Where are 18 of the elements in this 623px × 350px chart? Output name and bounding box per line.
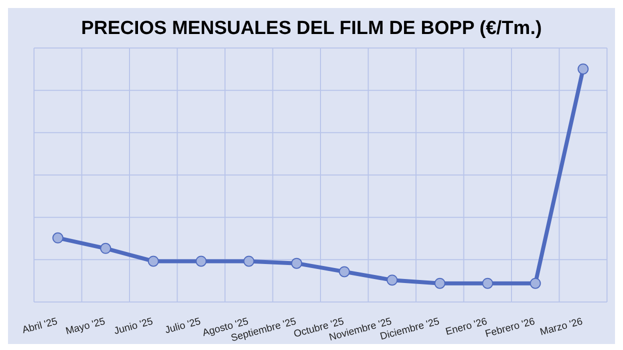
point — [386, 274, 398, 286]
x-tick-label: Julio '25 — [164, 316, 202, 336]
point — [482, 278, 494, 289]
point — [434, 278, 446, 289]
x-tick-label: Junio '25 — [112, 316, 155, 338]
x-tick-label: Abril '25 — [21, 316, 60, 336]
point — [148, 256, 159, 267]
point — [100, 242, 112, 254]
point — [291, 258, 302, 269]
point — [338, 266, 350, 278]
chart-title: PRECIOS MENSUALES DEL FILM DE BOPP (€/Tm.) — [80, 17, 543, 41]
point — [52, 232, 64, 244]
point — [530, 278, 541, 289]
point — [196, 256, 207, 267]
x-tick-label: Mayo '25 — [64, 316, 107, 338]
point — [243, 256, 254, 267]
x-tick-label: Marzo '26 — [538, 316, 584, 338]
point — [578, 63, 589, 74]
